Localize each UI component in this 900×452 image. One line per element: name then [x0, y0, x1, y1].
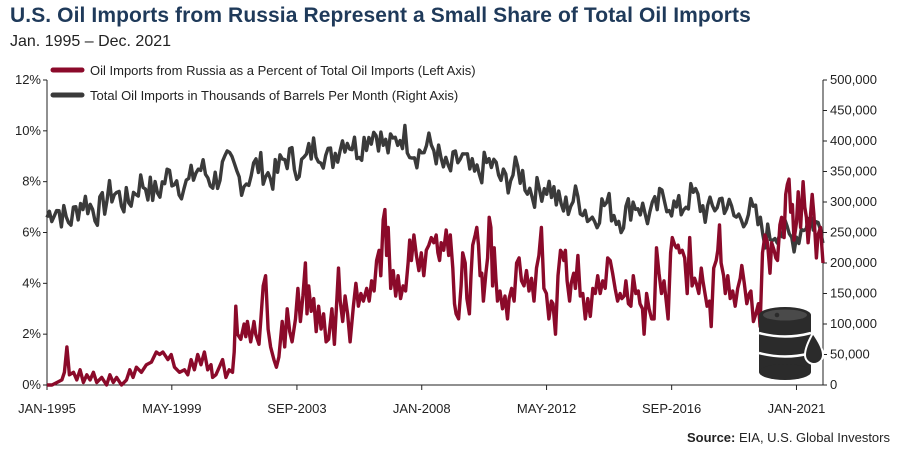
- series-russia-share: [47, 177, 825, 387]
- right-tick-label: 450,000: [830, 103, 877, 118]
- right-tick-label: 300,000: [830, 194, 877, 209]
- oil-barrel-icon: [758, 307, 825, 380]
- chart-title: U.S. Oil Imports from Russia Represent a…: [10, 4, 751, 27]
- x-tick-label: JAN-2008: [393, 401, 451, 416]
- x-tick-label: SEP-2003: [267, 401, 326, 416]
- series-total-imports: [45, 123, 825, 254]
- x-tick-label: JAN-2021: [768, 401, 826, 416]
- x-tick-label: MAY-1999: [142, 401, 201, 416]
- chart-subtitle: Jan. 1995 – Dec. 2021: [10, 33, 172, 50]
- total-imports-line: [45, 123, 825, 254]
- axes: 0% 2% 4% 6% 8% 10% 12% 0 50,000 100,000 150,000 200…: [15, 72, 877, 416]
- left-tick-label: 0%: [22, 377, 41, 392]
- legend-label: Oil Imports from Russia as a Percent of …: [90, 63, 476, 78]
- legend: Oil Imports from Russia as a Percent of …: [50, 63, 476, 103]
- left-tick-label: 2%: [22, 326, 41, 341]
- legend-label: Total Oil Imports in Thousands of Barrel…: [90, 88, 458, 103]
- left-tick-label: 12%: [15, 72, 41, 87]
- right-tick-label: 350,000: [830, 164, 877, 179]
- right-tick-label: 50,000: [830, 347, 870, 362]
- x-tick-label: JAN-1995: [18, 401, 76, 416]
- left-tick-label: 6%: [22, 225, 41, 240]
- left-tick-label: 4%: [22, 275, 41, 290]
- right-tick-label: 100,000: [830, 316, 877, 331]
- right-tick-label: 150,000: [830, 286, 877, 301]
- x-tick-label: MAY-2012: [517, 401, 576, 416]
- right-tick-label: 250,000: [830, 225, 877, 240]
- right-tick-label: 0: [830, 377, 837, 392]
- x-tick-label: SEP-2016: [642, 401, 701, 416]
- left-tick-label: 8%: [22, 174, 41, 189]
- left-tick-label: 10%: [15, 123, 41, 138]
- right-tick-label: 200,000: [830, 255, 877, 270]
- russia-share-line: [47, 177, 825, 387]
- right-tick-label: 400,000: [830, 133, 877, 148]
- source-note: Source: EIA, U.S. Global Investors: [686, 430, 890, 445]
- right-tick-label: 500,000: [830, 72, 877, 87]
